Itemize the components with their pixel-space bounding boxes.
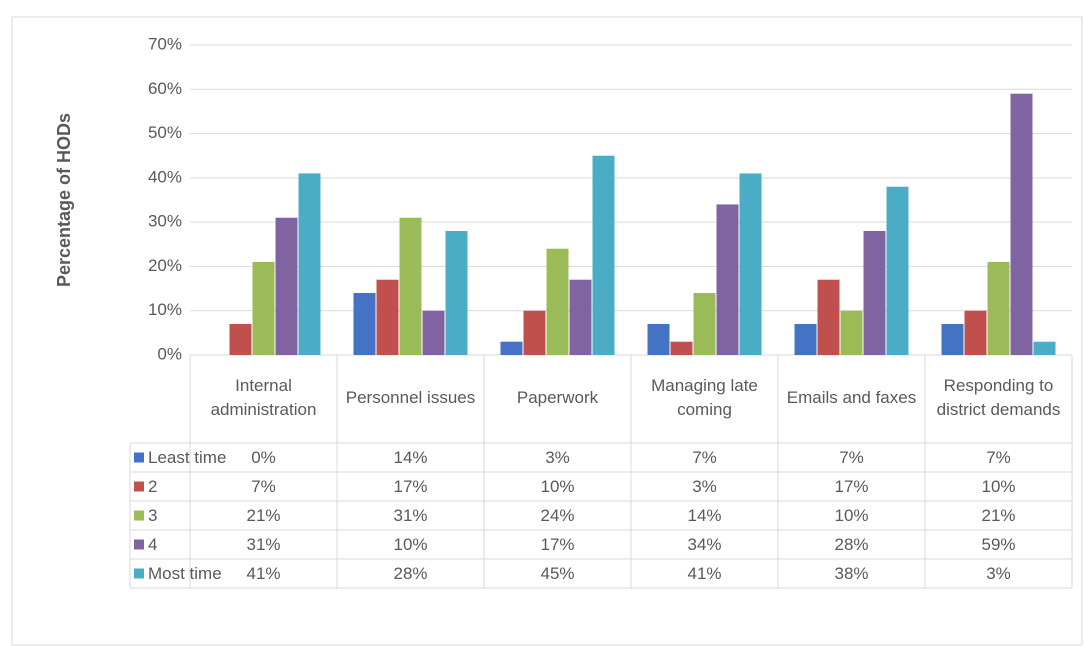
table-value: 28% bbox=[393, 564, 427, 583]
bar bbox=[941, 324, 964, 355]
bar bbox=[422, 310, 445, 355]
table-value: 31% bbox=[393, 506, 427, 525]
table-value: 24% bbox=[540, 506, 574, 525]
label-line: Internal bbox=[235, 376, 292, 395]
bar bbox=[794, 324, 817, 355]
label-line: administration bbox=[211, 400, 317, 419]
table-value: 14% bbox=[687, 506, 721, 525]
bar bbox=[275, 217, 298, 355]
table-value: 14% bbox=[393, 448, 427, 467]
legend-key bbox=[134, 510, 144, 521]
bar bbox=[445, 231, 468, 355]
legend-label: 2 bbox=[148, 477, 157, 496]
table-value: 21% bbox=[246, 506, 280, 525]
table-value: 17% bbox=[393, 477, 427, 496]
legend-label: 3 bbox=[148, 506, 157, 525]
bar bbox=[739, 173, 762, 355]
label-line: district demands bbox=[937, 400, 1061, 419]
table-value: 45% bbox=[540, 564, 574, 583]
table-value: 10% bbox=[540, 477, 574, 496]
legend-key bbox=[134, 481, 144, 492]
legend-label: 4 bbox=[148, 535, 157, 554]
table-value: 3% bbox=[986, 564, 1011, 583]
bar bbox=[647, 324, 670, 355]
legend-label: Least time bbox=[148, 448, 226, 467]
bar bbox=[229, 324, 252, 355]
bar bbox=[1033, 341, 1056, 355]
table-value: 0% bbox=[251, 448, 276, 467]
bar bbox=[546, 248, 569, 355]
bar bbox=[353, 293, 376, 355]
label-line: Personnel issues bbox=[346, 388, 475, 407]
table-value: 7% bbox=[986, 448, 1011, 467]
bar bbox=[693, 293, 716, 355]
label-line: Responding to bbox=[944, 376, 1054, 395]
legend-key bbox=[134, 539, 144, 550]
bar bbox=[523, 310, 546, 355]
bar bbox=[964, 310, 987, 355]
x-tick-label: Paperwork bbox=[517, 388, 599, 407]
label-line: coming bbox=[677, 400, 732, 419]
label-line: Managing late bbox=[651, 376, 758, 395]
y-tick-label: 60% bbox=[148, 79, 182, 98]
table-value: 28% bbox=[834, 535, 868, 554]
bar bbox=[569, 279, 592, 355]
x-tick-label: Personnel issues bbox=[346, 388, 475, 407]
legend-key bbox=[134, 568, 144, 579]
legend-label: Most time bbox=[148, 564, 222, 583]
bar bbox=[840, 310, 863, 355]
y-tick-label: 10% bbox=[148, 300, 182, 319]
bar bbox=[716, 204, 739, 355]
table-value: 41% bbox=[687, 564, 721, 583]
bar bbox=[592, 155, 615, 355]
x-tick-label: Responding to district demands bbox=[937, 376, 1061, 419]
label-line: Emails and faxes bbox=[787, 388, 916, 407]
table-value: 7% bbox=[251, 477, 276, 496]
y-tick-label: 30% bbox=[148, 212, 182, 231]
table-value: 10% bbox=[393, 535, 427, 554]
label-line: Paperwork bbox=[517, 388, 599, 407]
y-axis-title: Percentage of HODs bbox=[54, 113, 74, 287]
table-value: 17% bbox=[540, 535, 574, 554]
bar bbox=[670, 341, 693, 355]
table-value: 10% bbox=[834, 506, 868, 525]
table-value: 38% bbox=[834, 564, 868, 583]
table-value: 17% bbox=[834, 477, 868, 496]
table-value: 3% bbox=[545, 448, 570, 467]
y-tick-label: 0% bbox=[157, 344, 182, 363]
bar bbox=[987, 262, 1010, 355]
bar bbox=[886, 186, 909, 355]
x-tick-label: Emails and faxes bbox=[787, 388, 916, 407]
bar bbox=[376, 279, 399, 355]
bar bbox=[817, 279, 840, 355]
bar bbox=[252, 262, 275, 355]
bar bbox=[298, 173, 321, 355]
table-value: 34% bbox=[687, 535, 721, 554]
bar bbox=[1010, 93, 1033, 355]
x-tick-label: Internal administration bbox=[211, 376, 317, 419]
bar bbox=[399, 217, 422, 355]
legend-key bbox=[134, 452, 144, 463]
table-value: 7% bbox=[692, 448, 717, 467]
table-value: 7% bbox=[839, 448, 864, 467]
y-tick-label: 70% bbox=[148, 34, 182, 53]
table-value: 3% bbox=[692, 477, 717, 496]
table-value: 59% bbox=[981, 535, 1015, 554]
bar bbox=[863, 231, 886, 355]
table-value: 31% bbox=[246, 535, 280, 554]
y-tick-label: 50% bbox=[148, 123, 182, 142]
table-value: 21% bbox=[981, 506, 1015, 525]
bar bbox=[500, 341, 523, 355]
table-value: 41% bbox=[246, 564, 280, 583]
x-tick-label: Managing late coming bbox=[651, 376, 758, 419]
table-value: 10% bbox=[981, 477, 1015, 496]
y-tick-label: 40% bbox=[148, 167, 182, 186]
y-tick-label: 20% bbox=[148, 256, 182, 275]
